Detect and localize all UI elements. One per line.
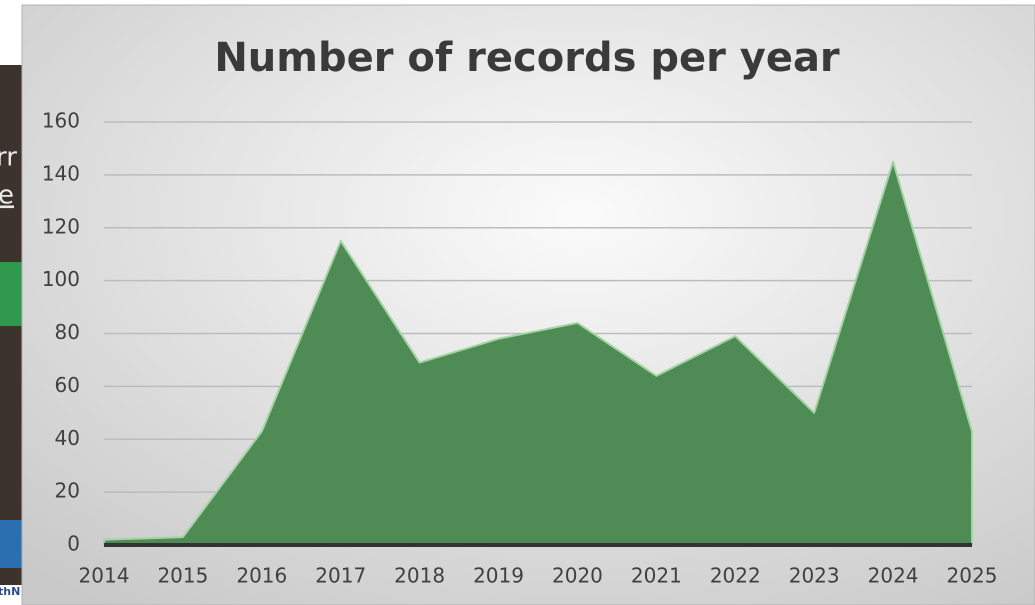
x-tick-label: 2018 xyxy=(394,564,445,588)
background-text: thN xyxy=(0,585,20,598)
x-tick-label: 2023 xyxy=(789,564,840,588)
x-tick-label: 2017 xyxy=(315,564,366,588)
plot: 0 20 40 60 80 100 120 140 160 2014 2015 2016 2017 201… xyxy=(42,109,998,588)
y-tick-label: 20 xyxy=(55,479,80,503)
x-tick-label: 2019 xyxy=(473,564,524,588)
y-tick-label: 40 xyxy=(55,426,80,450)
x-tick-label: 2021 xyxy=(631,564,682,588)
y-tick-label: 100 xyxy=(42,267,80,291)
x-tick-label: 2024 xyxy=(868,564,919,588)
background-text: e xyxy=(0,181,14,211)
x-tick-label: 2022 xyxy=(710,564,761,588)
y-tick-label: 80 xyxy=(55,320,80,344)
x-tick-label: 2015 xyxy=(157,564,208,588)
x-tick-label: 2014 xyxy=(79,564,130,588)
y-tick-label: 160 xyxy=(42,109,80,133)
x-tick-label: 2020 xyxy=(552,564,603,588)
chart-title: Number of records per year xyxy=(214,35,840,81)
background-text: rr xyxy=(0,143,17,173)
x-tick-label: 2016 xyxy=(236,564,287,588)
x-tick-label: 2025 xyxy=(947,564,998,588)
y-tick-label: 120 xyxy=(42,214,80,238)
y-tick-label: 60 xyxy=(55,373,80,397)
y-tick-label: 0 xyxy=(67,532,80,556)
area xyxy=(103,160,973,546)
y-tick-label: 140 xyxy=(42,161,80,185)
